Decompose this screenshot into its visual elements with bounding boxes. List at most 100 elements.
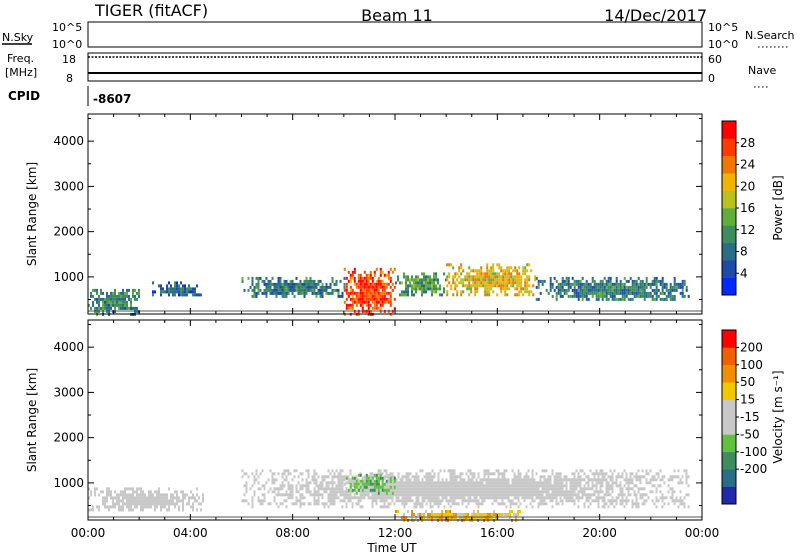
echo-pixel bbox=[433, 487, 436, 491]
echo-pixel bbox=[289, 496, 292, 500]
echo-pixel bbox=[106, 291, 108, 295]
echo-pixel bbox=[569, 499, 572, 503]
echo-pixel bbox=[621, 294, 624, 298]
echo-pixel bbox=[471, 475, 474, 479]
echo-pixel bbox=[657, 475, 660, 479]
echo-pixel bbox=[110, 303, 112, 307]
echo-pixel bbox=[339, 279, 342, 283]
echo-pixel bbox=[287, 469, 290, 473]
echo-pixel bbox=[401, 487, 404, 491]
echo-pixel bbox=[452, 266, 455, 270]
echo-pixel bbox=[379, 493, 382, 497]
echo-pixel bbox=[108, 303, 110, 307]
echo-pixel bbox=[297, 282, 300, 286]
echo-pixel bbox=[377, 279, 380, 283]
echo-pixel bbox=[553, 493, 556, 497]
echo-pixel bbox=[603, 294, 606, 298]
echo-pixel bbox=[613, 481, 616, 485]
echo-pixel bbox=[671, 490, 674, 494]
echo-pixel bbox=[409, 278, 411, 282]
echo-pixel bbox=[375, 279, 378, 283]
echo-pixel bbox=[625, 285, 628, 289]
echo-pixel bbox=[112, 294, 114, 298]
echo-pixel bbox=[357, 300, 360, 304]
echo-pixel bbox=[182, 508, 184, 512]
echo-pixel bbox=[445, 487, 448, 491]
echo-pixel bbox=[353, 267, 356, 271]
echo-pixel bbox=[621, 472, 624, 476]
echo-pixel bbox=[411, 290, 413, 294]
echo-pixel bbox=[335, 493, 338, 497]
echo-pixel bbox=[351, 496, 354, 500]
echo-pixel bbox=[373, 473, 376, 477]
echo-pixel bbox=[293, 475, 296, 479]
echo-pixel bbox=[453, 490, 456, 494]
echo-pixel bbox=[184, 290, 186, 294]
echo-pixel bbox=[327, 484, 330, 488]
echo-pixel bbox=[194, 499, 196, 503]
echo-pixel bbox=[485, 484, 488, 488]
echo-pixel bbox=[353, 479, 356, 483]
echo-pixel bbox=[559, 291, 562, 295]
echo-pixel bbox=[555, 481, 558, 485]
echo-pixel bbox=[343, 476, 346, 480]
echo-pixel bbox=[571, 487, 574, 491]
colorbar-swatch bbox=[722, 208, 736, 226]
echo-pixel bbox=[397, 499, 400, 503]
echo-pixel bbox=[551, 469, 554, 473]
echo-pixel bbox=[419, 284, 421, 288]
echo-pixel bbox=[599, 481, 602, 485]
echo-pixel bbox=[555, 294, 558, 298]
echo-pixel bbox=[447, 513, 449, 516]
echo-pixel bbox=[551, 472, 554, 476]
echo-pixel bbox=[506, 287, 509, 291]
echo-pixel bbox=[661, 505, 664, 509]
echo-pixel bbox=[303, 288, 306, 292]
echo-pixel bbox=[359, 499, 362, 503]
echo-pixel bbox=[431, 481, 434, 485]
echo-pixel bbox=[413, 284, 415, 288]
echo-pixel bbox=[487, 469, 490, 473]
echo-pixel bbox=[491, 513, 493, 516]
echo-pixel bbox=[551, 294, 554, 298]
echo-pixel bbox=[317, 502, 320, 506]
echo-pixel bbox=[451, 469, 454, 473]
echo-pixel bbox=[251, 288, 254, 292]
echo-pixel bbox=[557, 285, 560, 289]
echo-pixel bbox=[514, 275, 517, 279]
echo-pixel bbox=[411, 493, 414, 497]
echo-pixel bbox=[112, 300, 114, 304]
echo-pixel bbox=[451, 481, 454, 485]
echo-pixel bbox=[134, 294, 136, 298]
echo-pixel bbox=[433, 502, 436, 506]
echo-pixel bbox=[375, 493, 378, 497]
echo-pixel bbox=[589, 282, 592, 286]
echo-pixel bbox=[514, 278, 517, 282]
echo-pixel bbox=[519, 475, 522, 479]
echo-pixel bbox=[549, 285, 552, 289]
echo-pixel bbox=[251, 484, 254, 488]
echo-pixel bbox=[577, 484, 580, 488]
echo-pixel bbox=[547, 490, 550, 494]
echo-pixel bbox=[599, 279, 602, 283]
echo-pixel bbox=[619, 481, 622, 485]
echo-pixel bbox=[261, 493, 264, 497]
echo-pixel bbox=[391, 484, 394, 488]
echo-pixel bbox=[431, 469, 434, 473]
echo-pixel bbox=[521, 490, 524, 494]
echo-pixel bbox=[519, 493, 522, 497]
echo-pixel bbox=[463, 496, 466, 500]
echo-pixel bbox=[661, 478, 664, 482]
echo-pixel bbox=[524, 284, 527, 288]
echo-pixel bbox=[315, 499, 318, 503]
echo-pixel bbox=[361, 303, 364, 307]
echo-pixel bbox=[673, 475, 676, 479]
echo-pixel bbox=[631, 291, 634, 295]
echo-pixel bbox=[299, 505, 302, 509]
echo-pixel bbox=[257, 496, 260, 500]
echo-pixel bbox=[317, 282, 320, 286]
echo-pixel bbox=[571, 282, 574, 286]
echo-pixel bbox=[124, 496, 126, 500]
echo-pixel bbox=[619, 285, 622, 289]
echo-pixel bbox=[299, 499, 302, 503]
